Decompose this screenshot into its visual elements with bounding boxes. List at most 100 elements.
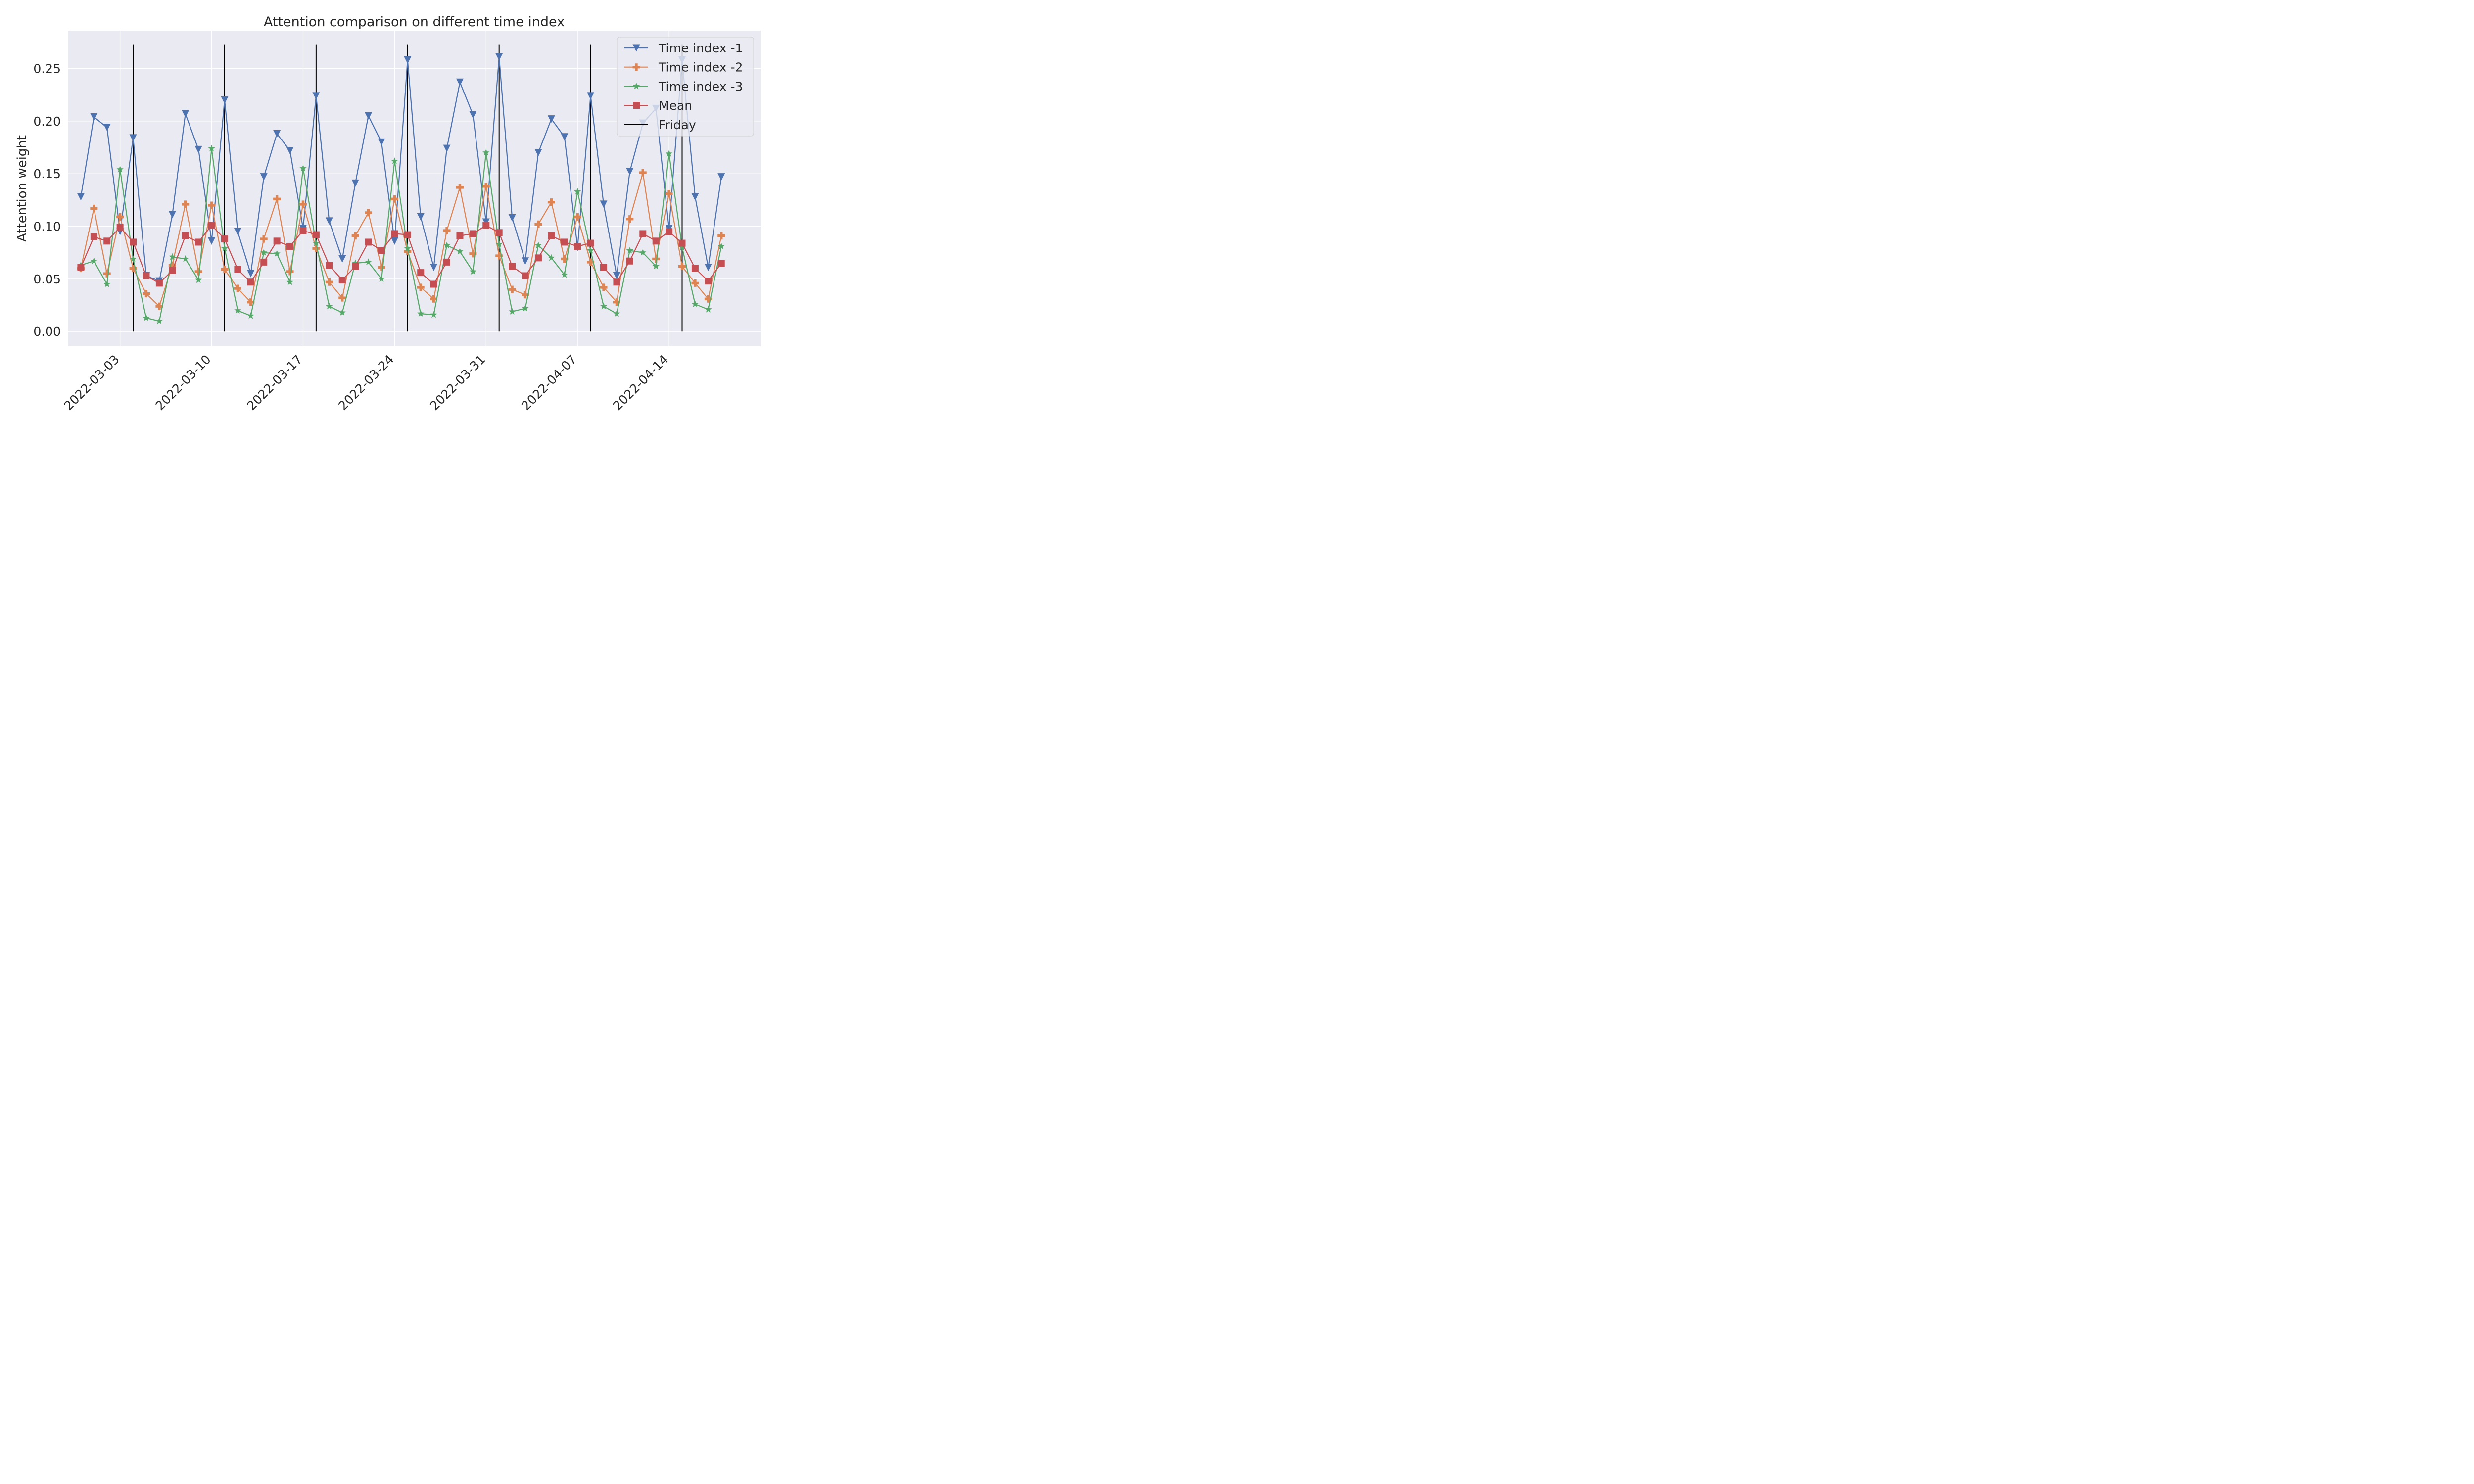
data-point <box>678 262 686 270</box>
data-point <box>443 258 451 266</box>
data-point <box>443 227 451 234</box>
data-point <box>600 302 608 310</box>
data-point <box>273 250 281 257</box>
data-point <box>430 295 438 303</box>
data-point <box>169 253 176 260</box>
data-point <box>155 279 163 287</box>
data-point <box>626 215 634 223</box>
data-point <box>352 263 359 270</box>
data-point <box>312 231 320 238</box>
data-point <box>665 190 673 198</box>
data-point <box>365 258 372 265</box>
data-point <box>404 231 411 238</box>
data-point <box>143 314 150 321</box>
data-point <box>208 201 216 209</box>
data-point <box>456 78 464 86</box>
data-point <box>469 111 477 119</box>
data-point <box>495 252 503 260</box>
y-tick-label: 0.05 <box>33 272 61 286</box>
data-point <box>430 280 437 288</box>
data-point <box>639 230 647 237</box>
data-point <box>286 278 294 285</box>
data-point <box>273 237 281 245</box>
data-point <box>665 150 673 157</box>
data-point <box>600 264 608 271</box>
data-point <box>600 283 608 291</box>
data-point <box>90 113 98 121</box>
data-point <box>704 295 712 303</box>
data-point <box>365 238 372 246</box>
legend-label: Time index -1 <box>658 41 743 55</box>
data-point <box>260 249 268 256</box>
data-point <box>182 255 189 262</box>
data-point <box>312 239 320 246</box>
data-point <box>168 261 176 269</box>
data-point <box>195 276 202 283</box>
data-point <box>77 193 85 201</box>
data-point <box>561 133 569 141</box>
legend-label: Time index -3 <box>658 79 743 93</box>
data-point <box>129 134 137 142</box>
data-point <box>639 169 647 177</box>
data-point <box>632 63 640 71</box>
legend-box <box>617 37 754 137</box>
data-point <box>182 232 189 239</box>
data-point <box>548 254 555 261</box>
data-point <box>221 244 229 252</box>
data-point <box>482 149 490 156</box>
data-point <box>495 53 503 61</box>
y-tick-label: 0.15 <box>33 167 61 181</box>
data-point <box>613 298 620 306</box>
data-point <box>587 258 595 266</box>
data-point <box>678 239 686 247</box>
chart-title: Attention comparison on different time i… <box>264 14 565 30</box>
data-point <box>547 198 555 206</box>
data-point <box>522 257 529 265</box>
data-point <box>417 269 425 277</box>
data-point <box>717 242 725 250</box>
data-point <box>247 278 254 286</box>
data-point <box>639 249 647 256</box>
data-point <box>142 290 150 298</box>
data-point <box>351 179 359 187</box>
data-point <box>632 44 640 52</box>
legend-item: Friday <box>624 118 696 132</box>
data-point <box>626 246 633 254</box>
data-point <box>143 272 150 279</box>
data-point <box>691 265 699 272</box>
y-axis-label: Attention weight <box>15 135 30 242</box>
data-point <box>443 144 451 152</box>
data-point <box>234 228 241 235</box>
data-point <box>378 138 385 146</box>
data-point <box>495 229 503 236</box>
data-point <box>705 306 712 313</box>
series-time-index-3 <box>77 144 725 325</box>
y-tick-label: 0.10 <box>33 220 61 234</box>
data-point <box>626 168 634 176</box>
y-tick-label: 0.25 <box>33 62 61 76</box>
series-time-index-2 <box>77 169 725 310</box>
data-point <box>717 232 725 240</box>
data-point <box>273 195 281 203</box>
data-point <box>234 284 241 292</box>
data-point <box>704 264 712 271</box>
data-point <box>534 149 542 157</box>
data-point <box>417 283 425 291</box>
data-point <box>273 130 281 138</box>
data-point <box>365 209 373 217</box>
data-point <box>417 310 425 317</box>
data-point <box>247 312 254 319</box>
data-point <box>547 115 555 123</box>
data-point <box>299 165 307 172</box>
data-point <box>522 272 529 279</box>
data-point <box>573 213 581 221</box>
data-point <box>208 144 215 152</box>
data-point <box>194 268 202 276</box>
data-point <box>195 238 202 246</box>
data-point <box>286 146 294 154</box>
data-point <box>561 238 568 246</box>
data-point <box>482 222 490 229</box>
data-point <box>312 92 320 100</box>
legend-item: Time index -2 <box>624 60 743 75</box>
data-point <box>509 263 516 270</box>
